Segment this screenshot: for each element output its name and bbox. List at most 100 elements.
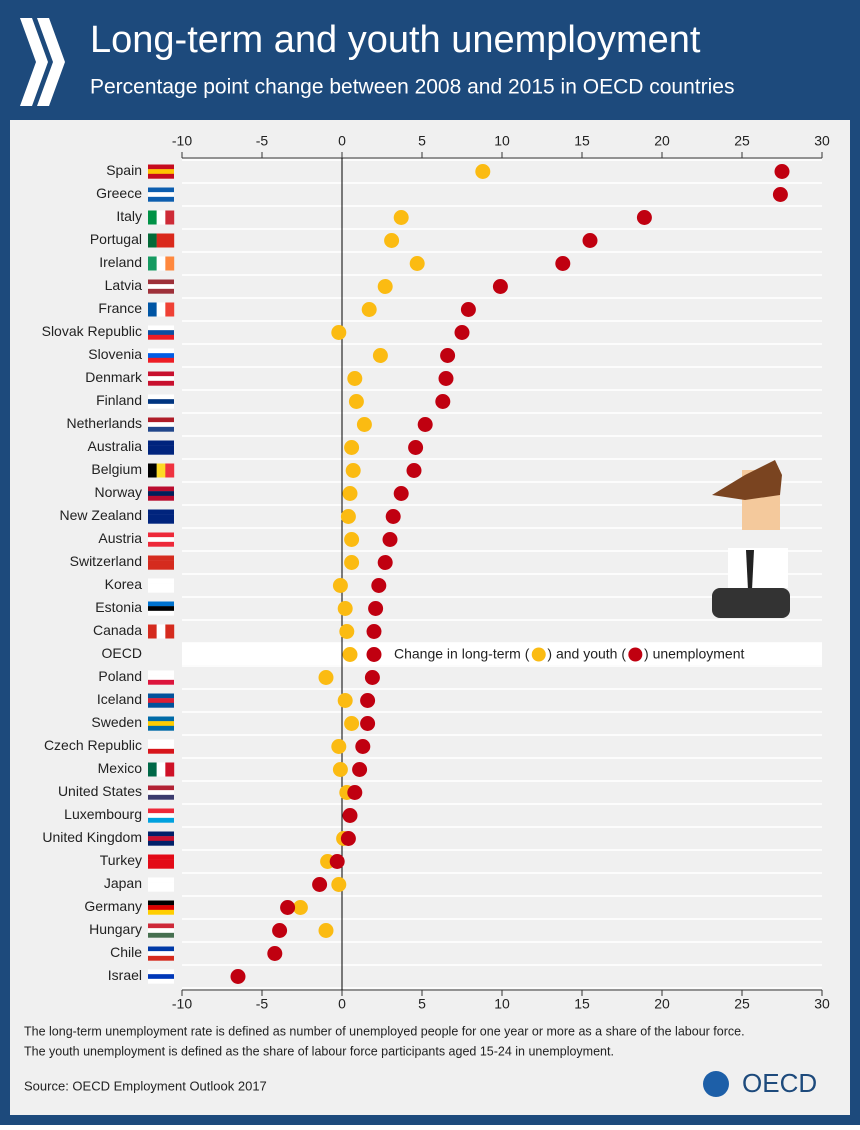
flag bbox=[148, 380, 174, 386]
flag bbox=[148, 831, 174, 837]
flag bbox=[148, 813, 174, 819]
flag bbox=[148, 371, 174, 377]
dot bbox=[332, 578, 348, 593]
dot bbox=[337, 693, 353, 708]
flag bbox=[148, 716, 174, 722]
category-label: Spain bbox=[106, 162, 142, 178]
dot bbox=[393, 486, 409, 501]
dot bbox=[342, 808, 358, 823]
flag bbox=[148, 923, 174, 929]
chart-subtitle: Percentage point change between 2008 and… bbox=[90, 76, 734, 99]
dot bbox=[339, 624, 355, 639]
flag bbox=[148, 256, 157, 271]
flag bbox=[148, 859, 174, 865]
flag bbox=[148, 670, 174, 676]
flag bbox=[148, 978, 174, 984]
dot bbox=[417, 417, 433, 432]
dot bbox=[460, 302, 476, 317]
flag bbox=[148, 725, 174, 731]
logo: OECD bbox=[742, 1068, 817, 1098]
flag bbox=[148, 440, 174, 446]
flag bbox=[148, 302, 157, 317]
flag bbox=[148, 394, 174, 400]
header-logo bbox=[20, 18, 65, 106]
flag bbox=[156, 624, 166, 639]
dot bbox=[408, 440, 424, 455]
category-label: Poland bbox=[98, 668, 142, 684]
flag bbox=[148, 210, 157, 225]
flag bbox=[148, 578, 174, 584]
flag bbox=[148, 840, 174, 846]
dot bbox=[347, 785, 363, 800]
flag bbox=[165, 233, 175, 248]
flag bbox=[148, 721, 174, 727]
dot bbox=[340, 509, 356, 524]
flag bbox=[148, 564, 174, 570]
dot bbox=[356, 417, 372, 432]
dot bbox=[393, 210, 409, 225]
x-tick-label: 0 bbox=[338, 133, 346, 149]
dot bbox=[366, 647, 382, 662]
flag bbox=[148, 656, 174, 662]
x-tick-label: 15 bbox=[574, 133, 590, 149]
dot bbox=[280, 900, 296, 915]
category-label: Greece bbox=[96, 185, 142, 201]
flag bbox=[156, 210, 166, 225]
category-label: Sweden bbox=[91, 714, 142, 730]
dot bbox=[372, 348, 388, 363]
flag bbox=[148, 403, 174, 409]
flag bbox=[148, 541, 174, 547]
dot bbox=[332, 762, 348, 777]
flag bbox=[148, 192, 174, 198]
category-label: New Zealand bbox=[60, 507, 143, 523]
flag bbox=[148, 955, 174, 961]
dot bbox=[312, 877, 328, 892]
dot bbox=[454, 325, 470, 340]
dot bbox=[331, 877, 347, 892]
flag bbox=[156, 463, 166, 478]
dot bbox=[440, 348, 456, 363]
category-label: Czech Republic bbox=[44, 737, 142, 753]
category-label: Israel bbox=[108, 967, 142, 983]
category-label: Australia bbox=[88, 438, 143, 454]
flag bbox=[148, 794, 174, 800]
dot bbox=[366, 624, 382, 639]
flag bbox=[148, 164, 174, 170]
category-label: United States bbox=[58, 783, 142, 799]
dot bbox=[345, 463, 361, 478]
flag bbox=[148, 187, 174, 193]
flag bbox=[148, 905, 174, 911]
flag bbox=[148, 877, 174, 883]
flag bbox=[148, 744, 174, 750]
flag bbox=[148, 555, 174, 561]
x-tick-label: -5 bbox=[256, 996, 269, 1012]
dot bbox=[329, 854, 345, 869]
flag bbox=[148, 610, 174, 616]
category-label: Estonia bbox=[95, 599, 142, 615]
flag bbox=[148, 509, 174, 515]
note: The long-term unemployment rate is defin… bbox=[24, 1024, 745, 1038]
dot bbox=[344, 532, 360, 547]
dot bbox=[555, 256, 571, 271]
category-label: Finland bbox=[96, 392, 142, 408]
x-tick-label: -10 bbox=[172, 996, 192, 1012]
legend-swatch bbox=[628, 647, 643, 662]
flag bbox=[148, 647, 174, 653]
illustration bbox=[712, 460, 790, 618]
category-label: Luxembourg bbox=[64, 806, 142, 822]
dot bbox=[409, 256, 425, 271]
dot bbox=[360, 693, 376, 708]
legend-swatch bbox=[531, 647, 546, 662]
category-label: Austria bbox=[98, 530, 142, 546]
dot bbox=[438, 371, 454, 386]
category-label: Switzerland bbox=[70, 553, 142, 569]
flag bbox=[148, 532, 174, 538]
dot bbox=[377, 279, 393, 294]
dot bbox=[344, 555, 360, 570]
dot bbox=[435, 394, 451, 409]
dot bbox=[292, 900, 308, 915]
flag bbox=[165, 463, 175, 478]
x-tick-label: 10 bbox=[494, 133, 510, 149]
flag bbox=[148, 951, 174, 957]
category-label: Netherlands bbox=[67, 415, 143, 431]
